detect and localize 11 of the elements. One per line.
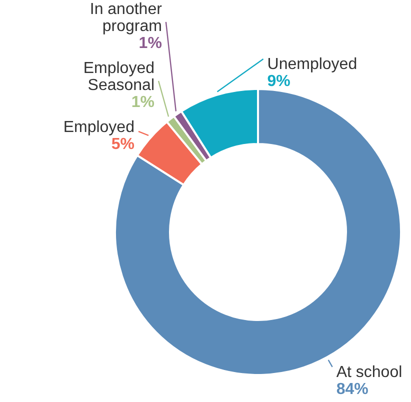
slice-label: At school: [336, 364, 402, 381]
data-label: 1%: [138, 34, 162, 52]
data-label: 84%: [336, 380, 368, 398]
slice-label: Employed: [63, 118, 134, 136]
data-label: 1%: [131, 94, 155, 111]
slice-label: In another program: [90, 0, 163, 35]
slice-label: Employed Seasonal: [83, 60, 155, 94]
data-label: 5%: [111, 136, 134, 153]
data-label: 9%: [267, 73, 290, 90]
donut-slice: [136, 120, 203, 186]
slice-label: Unemployed: [267, 56, 358, 73]
